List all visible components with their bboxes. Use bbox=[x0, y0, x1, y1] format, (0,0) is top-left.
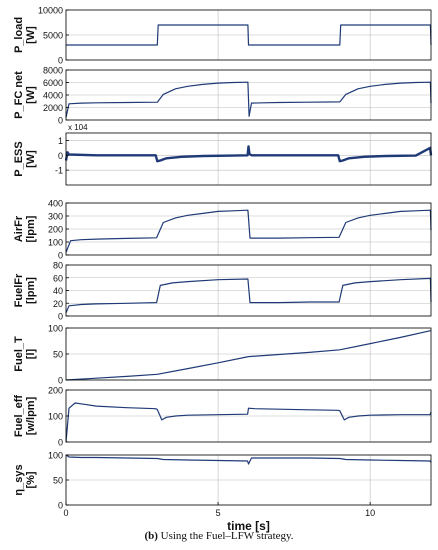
chart-4-ylabel-line-1: AirFr bbox=[13, 215, 25, 242]
chart-6-ylabel: Fuel_T[l] bbox=[13, 336, 37, 372]
chart-1-ylabel-line-2: [W] bbox=[25, 26, 37, 44]
chart-5-ylabel-line-1: FuelFr bbox=[13, 273, 25, 307]
chart-8-ytick-label-2: 100 bbox=[48, 451, 63, 461]
chart-3-frame bbox=[65, 132, 432, 186]
chart-8-ytick-label-0: 0 bbox=[58, 501, 63, 511]
chart-6-ytick-label-0: 0 bbox=[58, 376, 63, 386]
chart-2-ytick-label-1: 2000 bbox=[43, 103, 63, 113]
chart-4-ytick-label-3: 300 bbox=[48, 212, 63, 222]
chart-6-ylabel-line-2: [l] bbox=[25, 348, 37, 359]
chart-3-ylabel: P_ESS[W] bbox=[13, 141, 37, 176]
chart-5-ytick-label-4: 80 bbox=[53, 261, 63, 271]
chart-5-ytick-label-0: 0 bbox=[58, 312, 63, 322]
chart-3-plot-area bbox=[66, 133, 431, 185]
chart-1-series-line bbox=[66, 24, 432, 46]
chart-3-ytick-label-2: 1 bbox=[58, 136, 63, 146]
chart-6-ytick-label-1: 50 bbox=[53, 350, 63, 360]
chart-6-ylabel-line-1: Fuel_T bbox=[13, 336, 25, 372]
chart-4-ytick-label-2: 200 bbox=[48, 225, 63, 235]
chart-1-ylabel-line-1: P_load bbox=[13, 17, 25, 53]
caption-label: (b) bbox=[144, 530, 158, 542]
chart-1-ytick-label-1: 5000 bbox=[43, 31, 63, 41]
chart-8-ylabel-line-2: [%] bbox=[25, 471, 37, 488]
chart-3-multiplier: x 104 bbox=[68, 123, 88, 132]
chart-4-ylabel-line-2: [lpm] bbox=[25, 215, 37, 242]
chart-2-ylabel: P_FC net[W] bbox=[13, 71, 37, 119]
chart-2-ytick-label-2: 4000 bbox=[43, 91, 63, 101]
chart-7-ytick-label-1: 100 bbox=[48, 412, 63, 422]
chart-1-ytick-label-2: 10000 bbox=[38, 6, 63, 16]
chart-7-ylabel-line-1: Fuel_eff bbox=[13, 395, 25, 438]
chart-2-ylabel-line-1: P_FC net bbox=[13, 71, 25, 119]
chart-3-ytick-label-1: 0 bbox=[58, 151, 63, 161]
chart-8-xtick-label-0: 0 bbox=[63, 508, 68, 518]
chart-7-ylabel: Fuel_eff[w/lpm] bbox=[13, 395, 37, 438]
chart-4-ytick-label-0: 0 bbox=[58, 251, 63, 261]
chart-8-ylabel: η_sys[%] bbox=[13, 464, 37, 495]
chart-8-series-line bbox=[65, 454, 432, 465]
chart-5-ylabel-line-2: [lpm] bbox=[25, 277, 37, 304]
chart-8-xtick-label-1: 5 bbox=[216, 508, 221, 518]
chart-6-ytick-label-2: 100 bbox=[48, 324, 63, 334]
chart-5-ytick-label-3: 60 bbox=[53, 273, 63, 283]
chart-5-series-line bbox=[65, 277, 432, 314]
chart-7-ytick-label-0: 0 bbox=[58, 438, 63, 448]
chart-3-series-line bbox=[64, 145, 433, 163]
chart-2-ytick-label-3: 6000 bbox=[43, 78, 63, 88]
chart-1-ylabel: P_load[W] bbox=[13, 17, 37, 53]
chart-2-ylabel-line-2: [W] bbox=[25, 86, 37, 104]
chart-4-ytick-label-4: 400 bbox=[48, 199, 63, 209]
chart-6-series-line bbox=[65, 330, 432, 381]
chart-4-ylabel: AirFr[lpm] bbox=[13, 215, 37, 242]
chart-8-ylabel-line-1: η_sys bbox=[13, 464, 25, 495]
caption-text: Using the Fuel–LFW strategy. bbox=[160, 530, 294, 542]
chart-5-ytick-label-1: 20 bbox=[53, 299, 63, 309]
chart-3-ytick-label-0: -1 bbox=[55, 166, 63, 176]
chart-8-xlabel: time [s] bbox=[227, 519, 270, 533]
figure-caption: (b) Using the Fuel–LFW strategy. bbox=[0, 530, 438, 542]
chart-5-ytick-label-2: 40 bbox=[53, 286, 63, 296]
chart-5-ylabel: FuelFr[lpm] bbox=[13, 273, 37, 307]
chart-2-ytick-label-0: 0 bbox=[58, 116, 63, 126]
chart-7-series-line bbox=[65, 402, 432, 443]
chart-3-ylabel-line-2: [W] bbox=[25, 150, 37, 168]
chart-3-ylabel-line-1: P_ESS bbox=[13, 141, 25, 176]
chart-4-ytick-label-1: 100 bbox=[48, 238, 63, 248]
chart-2-ytick-label-4: 8000 bbox=[43, 66, 63, 76]
chart-8-xtick-label-2: 10 bbox=[365, 508, 375, 518]
chart-7-ytick-label-2: 200 bbox=[48, 386, 63, 396]
chart-2-series-line bbox=[65, 81, 432, 118]
chart-8-ytick-label-1: 50 bbox=[53, 476, 63, 486]
chart-4-series-line bbox=[65, 209, 432, 253]
chart-1-ytick-label-0: 0 bbox=[58, 56, 63, 66]
chart-7-ylabel-line-2: [w/lpm] bbox=[25, 396, 37, 435]
